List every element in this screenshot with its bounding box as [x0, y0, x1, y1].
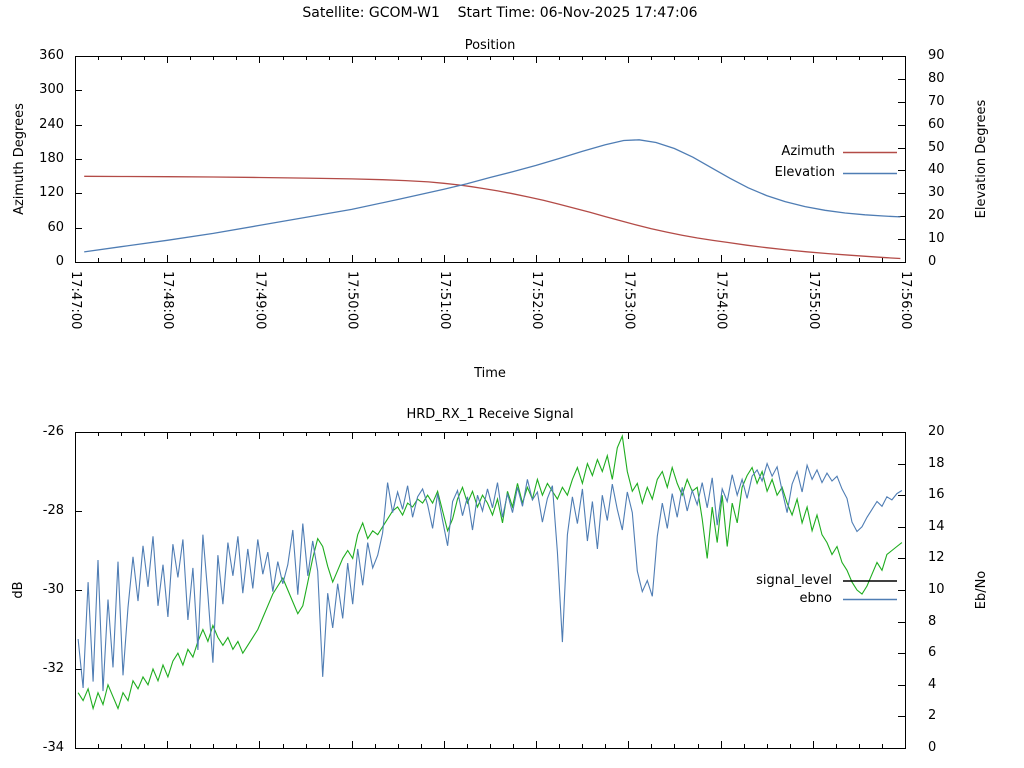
y-right-tick-label: 10 [928, 231, 945, 247]
x-tick-label: 17:52:00 [529, 271, 545, 330]
page-title: Satellite: GCOM-W1 Start Time: 06-Nov-20… [302, 5, 698, 21]
legend-signal-level-label: signal_level [756, 573, 832, 588]
y-right-tick-label: 0 [928, 740, 937, 755]
series-signal_level [77, 433, 903, 711]
y-left-tick-label: -26 [42, 424, 64, 439]
position-chart-title: Position [464, 38, 516, 53]
y-right-tick-label: 8 [928, 613, 937, 629]
y-left-tick-label: 0 [55, 254, 64, 269]
x-tick-label: 17:48:00 [160, 271, 176, 330]
y-right-tick-label: 20 [928, 424, 945, 439]
y-left-tick-label: -28 [42, 503, 64, 518]
ebno-axis-label: Eb/No [974, 570, 989, 610]
y-right-tick-label: 6 [928, 645, 937, 661]
y-right-tick-label: 40 [928, 162, 945, 178]
y-left-tick-label: 60 [47, 219, 64, 235]
x-tick-label: 17:55:00 [805, 271, 821, 330]
signal-chart [75, 432, 906, 749]
position-chart [75, 56, 906, 263]
elevation-axis-label: Elevation Degrees [974, 99, 989, 219]
x-tick-label: 17:51:00 [436, 271, 452, 330]
y-left-tick-label: 120 [39, 185, 64, 201]
series-Elevation [84, 139, 901, 253]
y-right-tick-label: 70 [928, 93, 945, 109]
y-right-tick-label: 14 [928, 518, 945, 534]
y-left-tick-label: 240 [39, 116, 64, 132]
y-left-tick-label: 360 [39, 48, 64, 63]
x-tick-label: 17:50:00 [344, 271, 360, 330]
y-right-tick-label: 18 [928, 455, 945, 471]
y-right-tick-label: 60 [928, 116, 945, 132]
y-left-tick-label: 180 [39, 151, 64, 166]
x-tick-label: 17:49:00 [252, 271, 268, 330]
y-right-tick-label: 12 [928, 550, 945, 566]
legend-ebno-label: ebno [799, 591, 832, 606]
y-right-tick-label: 2 [928, 708, 937, 724]
y-left-tick-label: -30 [42, 582, 64, 597]
y-right-tick-label: 16 [928, 487, 945, 503]
y-right-tick-label: 10 [928, 582, 945, 597]
series-Azimuth [84, 175, 901, 260]
y-right-tick-label: 4 [928, 676, 937, 692]
legend-elevation-label: Elevation [774, 165, 835, 180]
y-right-tick-label: 30 [928, 185, 945, 201]
y-right-tick-label: 80 [928, 70, 945, 86]
y-right-tick-label: 90 [928, 48, 945, 63]
signal-chart-title: HRD_RX_1 Receive Signal [406, 407, 574, 422]
y-left-tick-label: -34 [42, 740, 64, 755]
time-axis-label: Time [474, 366, 506, 381]
series-ebno [77, 461, 903, 692]
x-tick-label: 17:54:00 [713, 271, 729, 330]
x-tick-label: 17:53:00 [621, 271, 637, 330]
y-right-tick-label: 50 [928, 139, 945, 155]
azimuth-axis-label: Azimuth Degrees [12, 103, 27, 215]
x-tick-label: 17:47:00 [68, 271, 83, 330]
y-right-tick-label: 20 [928, 208, 945, 224]
y-right-tick-label: 0 [928, 254, 937, 269]
y-left-tick-label: 300 [39, 82, 64, 98]
x-tick-label: 17:56:00 [898, 271, 913, 330]
db-axis-label: dB [11, 581, 26, 599]
legend-azimuth-label: Azimuth [781, 144, 835, 159]
y-left-tick-label: -32 [42, 661, 64, 676]
